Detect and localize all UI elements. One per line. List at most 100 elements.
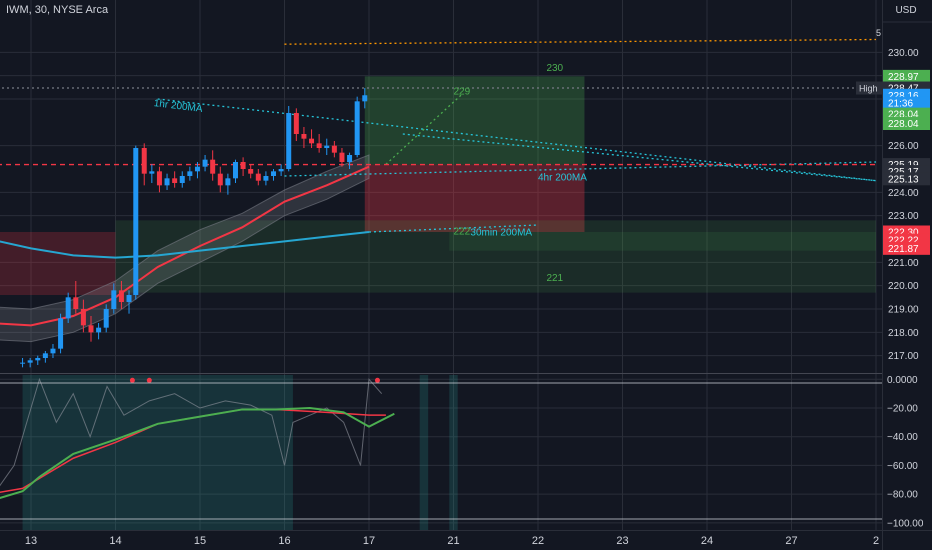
candle[interactable] <box>20 358 26 368</box>
line-1hr-200ma[interactable] <box>157 98 877 182</box>
candle[interactable] <box>35 355 41 365</box>
price-label-badge[interactable]: 221.87 <box>883 241 930 255</box>
candle-body <box>217 173 223 186</box>
price-label-text: 221.87 <box>888 244 919 255</box>
candle[interactable] <box>324 138 330 155</box>
candle[interactable] <box>88 316 94 342</box>
label-1hr-200ma[interactable]: 1hr 200MA <box>153 98 203 115</box>
candle[interactable] <box>103 304 109 333</box>
time-tick-label: 21 <box>447 535 459 547</box>
line-4hr-200ma[interactable] <box>284 161 877 177</box>
label-229[interactable]: 229 <box>454 86 471 97</box>
top-orange-line[interactable] <box>284 38 877 45</box>
candle[interactable] <box>217 166 223 193</box>
symbol-label[interactable]: IWM, 30, NYSE Arca <box>6 4 109 16</box>
candle[interactable] <box>347 152 353 169</box>
candle[interactable] <box>271 169 277 181</box>
candle[interactable] <box>118 281 124 309</box>
candle[interactable] <box>111 283 117 314</box>
candle-body <box>202 159 208 167</box>
candle[interactable] <box>202 155 208 172</box>
time-tick-label: 27 <box>785 535 797 547</box>
oscillator-pane[interactable] <box>0 375 882 530</box>
price-label-badge[interactable]: 21:36 <box>883 96 930 110</box>
candle[interactable] <box>240 157 246 176</box>
price-label-badge[interactable]: 228.97 <box>883 69 930 83</box>
time-tick-label: 22 <box>532 535 544 547</box>
label-4hr-200ma[interactable]: 4hr 200MA <box>538 173 587 184</box>
candle[interactable] <box>80 299 86 333</box>
candle[interactable] <box>42 351 48 363</box>
candle[interactable] <box>50 344 56 358</box>
line-30min-200ma[interactable] <box>368 224 539 233</box>
candle[interactable] <box>187 166 193 181</box>
candle-body <box>309 138 315 144</box>
candle[interactable] <box>293 108 299 141</box>
oscillator-shaded-region <box>22 375 293 530</box>
candle[interactable] <box>301 127 307 148</box>
time-tick-label: 15 <box>194 535 206 547</box>
price-axis[interactable]: 5230.00229.00228.00226.00224.00223.00221… <box>856 0 932 550</box>
candle[interactable] <box>194 162 200 179</box>
candle[interactable] <box>172 171 178 188</box>
candle[interactable] <box>141 143 147 186</box>
time-tick-label: 17 <box>363 535 375 547</box>
candle[interactable] <box>133 145 139 300</box>
candle[interactable] <box>225 173 231 195</box>
candle-body <box>103 309 109 328</box>
candle[interactable] <box>255 169 261 186</box>
price-label-bg <box>883 172 930 186</box>
candle[interactable] <box>232 159 238 183</box>
candle[interactable] <box>210 150 216 181</box>
candle[interactable] <box>149 164 155 183</box>
candle[interactable] <box>248 164 254 179</box>
candle[interactable] <box>331 141 337 158</box>
candle-body <box>263 176 269 181</box>
candle-body <box>149 171 155 174</box>
candle-body <box>80 309 86 326</box>
price-label-badge[interactable]: 225.13 <box>883 172 930 186</box>
candle[interactable] <box>164 173 170 190</box>
candle[interactable] <box>339 148 345 167</box>
oscillator-tick-label: −60.00 <box>887 461 918 472</box>
price-label-badge[interactable]: 228.04 <box>883 117 930 130</box>
oscillator-main-line[interactable] <box>0 407 395 501</box>
candle[interactable] <box>286 106 292 172</box>
long-target-zone[interactable] <box>364 76 585 165</box>
candle[interactable] <box>263 171 269 186</box>
label-30min-200ma[interactable]: 30min 200MA <box>470 228 532 239</box>
candle[interactable] <box>362 88 368 109</box>
candle[interactable] <box>179 171 185 188</box>
candle[interactable] <box>316 134 322 153</box>
red-support-zone[interactable] <box>0 232 116 295</box>
candle[interactable] <box>65 292 71 323</box>
label-221[interactable]: 221 <box>546 273 563 284</box>
main-pane[interactable]: 230 229 1hr 200MA 4hr 200MA 222 30min 200MA 22… <box>0 38 877 368</box>
candle-body <box>232 162 238 179</box>
candle[interactable] <box>309 129 315 148</box>
time-tick-label: 24 <box>701 535 713 547</box>
currency-button[interactable]: USD <box>895 5 917 16</box>
line-green-falling[interactable] <box>402 133 877 182</box>
long-stop-zone[interactable] <box>364 164 585 232</box>
line-green-rising[interactable] <box>385 93 463 165</box>
dark-green-band[interactable] <box>449 232 876 251</box>
candle[interactable] <box>156 166 162 193</box>
green-range-zone[interactable] <box>115 220 877 293</box>
price-label-text: 228.16 <box>888 91 919 102</box>
candle[interactable] <box>126 290 132 314</box>
candle[interactable] <box>96 323 102 340</box>
candle[interactable] <box>278 164 284 176</box>
candle[interactable] <box>73 281 79 314</box>
high-label-text: High <box>859 84 878 94</box>
label-230[interactable]: 230 <box>546 63 563 74</box>
time-axis[interactable]: 13 14 15 16 17 21 22 23 24 27 2 <box>0 530 932 548</box>
price-label-bg <box>883 96 930 110</box>
label-222[interactable]: 222 <box>454 226 471 237</box>
candle[interactable] <box>354 96 360 158</box>
candle-body <box>331 145 337 153</box>
candle[interactable] <box>27 358 33 368</box>
candle[interactable] <box>58 313 64 354</box>
